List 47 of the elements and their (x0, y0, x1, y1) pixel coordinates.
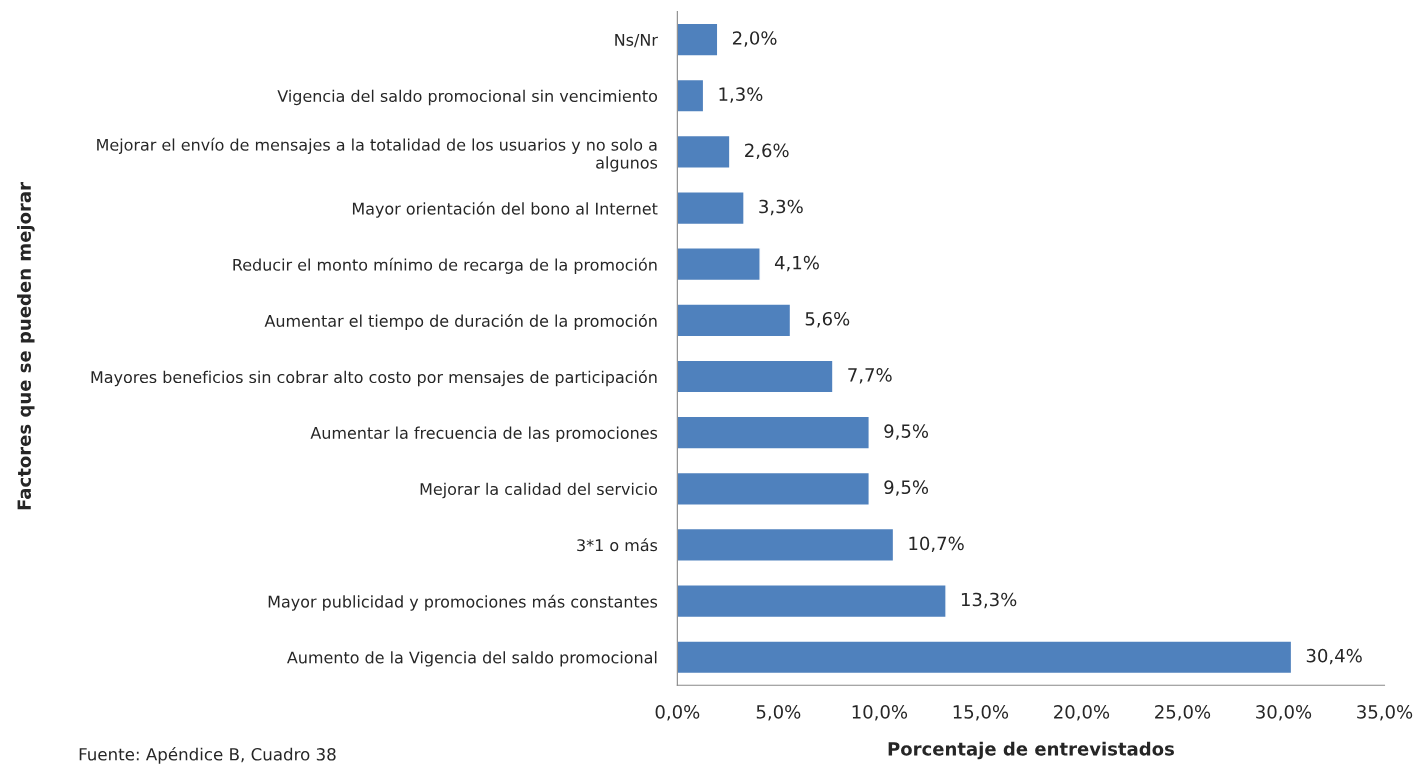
data-label: 3,3% (759, 199, 803, 216)
data-label: 9,5% (884, 480, 929, 496)
x-tick-label: 30,0% (1256, 705, 1312, 721)
data-label: 7,7% (848, 368, 892, 384)
x-tick-label: 25,0% (1155, 705, 1211, 721)
y-tick-label: Aumentar el tiempo de duración de la promoción (264, 313, 657, 331)
data-label: 5,6% (805, 311, 850, 328)
data-label: 2,0% (732, 31, 777, 47)
x-tick-label: 20,0% (1054, 705, 1110, 721)
y-axis-title: Factores que se pueden mejorar (17, 182, 35, 510)
y-tick-label: Reducir el monto mínimo de recarga de la promoción (233, 257, 657, 274)
bar (677, 359, 834, 394)
y-tick-label: Mayor orientación del bono al Internet (352, 201, 658, 218)
bar (677, 527, 895, 562)
data-label: 2,6% (745, 143, 789, 159)
data-label: 4,1% (774, 255, 819, 272)
y-tick-label: Aumentar la frecuencia de las promociones (310, 426, 658, 443)
y-tick-label: Mejorar la calidad del servicio (420, 482, 658, 499)
bar (677, 78, 705, 113)
y-tick-label: Mayor publicidad y promociones más constantes (268, 594, 658, 611)
x-tick-label: 10,0% (852, 705, 908, 721)
y-tick-label: Aumento de la Vigencia del saldo promocional (287, 651, 657, 667)
bar (677, 134, 731, 169)
data-label: 1,3% (719, 87, 763, 103)
y-tick-label: Vigencia del saldo promocional sin vencimiento (277, 89, 658, 106)
data-label: 30,4% (1306, 648, 1362, 665)
bar (677, 22, 719, 57)
x-tick-label: 35,0% (1357, 705, 1413, 721)
x-axis-title: Porcentaje de entrevistados (888, 741, 1174, 760)
y-tick-label: 3*1 o más (577, 538, 658, 552)
bar (677, 247, 761, 282)
bar (677, 584, 947, 619)
y-tick-label: Ns/Nr (615, 34, 658, 48)
data-label: 9,5% (884, 424, 929, 440)
bar (677, 471, 870, 506)
x-tick-label: 15,0% (953, 705, 1009, 721)
bar (677, 303, 792, 338)
data-label: 13,3% (961, 592, 1017, 609)
source-note: Fuente: Apéndice B, Cuadro 38 (79, 747, 336, 764)
x-tick-label: 0,0% (655, 705, 700, 721)
bar (677, 640, 1293, 675)
x-tick-label: 5,0% (756, 705, 801, 721)
data-label: 10,7% (909, 536, 964, 553)
y-tick-label: Mayores beneficios sin cobrar alto costo por mensajes de participación (91, 370, 657, 387)
bar (677, 191, 745, 226)
bar (677, 415, 870, 450)
y-tick-label: Mejorar el envío de mensajes a la totalidad de los usuarios y no solo a algunos (97, 137, 658, 172)
